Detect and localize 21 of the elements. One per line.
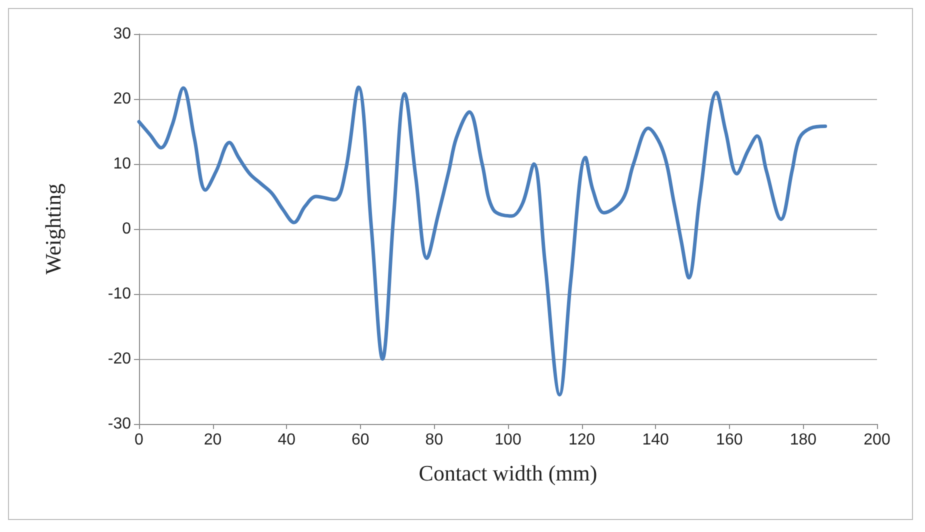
y-tick-label: 0 (122, 220, 132, 238)
y-tick-label: 20 (113, 90, 132, 108)
y-tick-label: 30 (113, 26, 132, 42)
x-tick-label: 0 (134, 432, 144, 448)
x-tick-label: 80 (425, 432, 444, 448)
y-tick-label: -30 (108, 416, 132, 432)
x-tick-label: 180 (790, 432, 817, 448)
y-tick-label: -20 (108, 350, 132, 368)
x-tick-label: 160 (716, 432, 743, 448)
x-tick-label: 120 (568, 432, 596, 448)
x-tick-label: 200 (864, 432, 890, 448)
x-tick-label: 20 (204, 432, 222, 448)
y-axis-title: Weighting (40, 183, 66, 275)
x-tick-label: 40 (278, 432, 296, 448)
y-tick-label: -10 (108, 286, 132, 302)
x-tick-label: 100 (494, 432, 522, 448)
y-tick-label: 10 (113, 156, 132, 172)
x-tick-label: 60 (352, 432, 370, 448)
line-series (137, 86, 828, 396)
x-tick-label: 140 (642, 432, 670, 448)
x-axis-title: Contact width (mm) (418, 460, 598, 486)
